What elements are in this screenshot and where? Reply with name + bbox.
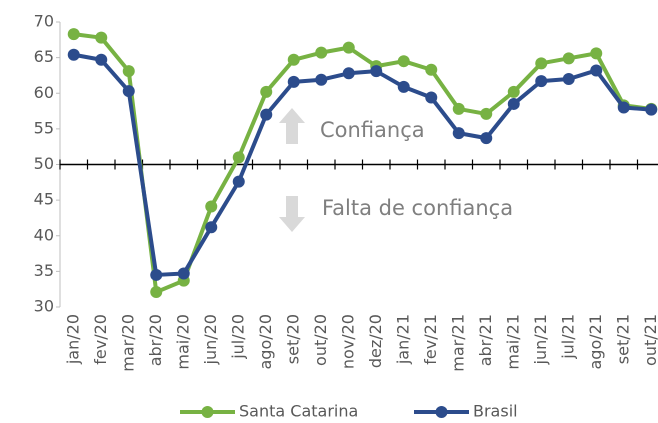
data-point [67, 48, 80, 61]
data-point [122, 85, 135, 98]
legend-marker [201, 406, 214, 418]
x-tick-label: jun/20 [201, 314, 220, 365]
data-point [232, 151, 245, 164]
y-tick-label: 55 [34, 118, 54, 137]
legend-label: Santa Catarina [239, 402, 358, 421]
x-tick-label: ago/21 [586, 314, 605, 370]
x-tick-label: abr/21 [476, 314, 495, 366]
data-point [507, 97, 520, 110]
data-point [315, 46, 328, 59]
x-tick-label: set/20 [283, 314, 302, 364]
x-tick-label: nov/20 [338, 314, 357, 369]
series-line [73, 52, 652, 277]
x-tick-label: out/20 [311, 314, 330, 366]
y-tick-label: 70 [34, 12, 54, 31]
x-tick-label: jul/21 [558, 314, 577, 360]
data-point [232, 175, 245, 188]
down-arrow [279, 196, 305, 232]
y-tick-label: 45 [34, 190, 54, 209]
x-tick-label: jan/21 [393, 314, 412, 365]
x-tick-label: fev/21 [421, 314, 440, 365]
y-tick-label: 65 [34, 47, 54, 66]
data-point [452, 127, 465, 140]
y-tick-label: 35 [34, 261, 54, 280]
data-point [535, 57, 548, 70]
data-point [590, 64, 603, 77]
x-tick-label: dez/20 [366, 314, 385, 368]
data-point [562, 52, 575, 65]
data-point [425, 91, 438, 104]
y-tick-label: 30 [34, 297, 54, 316]
data-point [205, 200, 218, 213]
x-tick-label: out/21 [641, 314, 658, 366]
data-point [67, 28, 80, 41]
data-point [342, 67, 355, 80]
data-point [425, 63, 438, 76]
data-point [205, 221, 218, 234]
data-point [480, 132, 493, 145]
x-tick-label: mai/21 [503, 314, 522, 370]
annotation: Confiança [320, 118, 425, 142]
x-tick-label: ago/20 [256, 314, 275, 370]
x-tick-label: mar/20 [118, 314, 137, 372]
data-point [535, 75, 548, 88]
data-point [342, 41, 355, 54]
data-point [177, 267, 190, 280]
x-tick-label: jun/21 [531, 314, 550, 365]
legend-marker [435, 406, 448, 418]
up-arrow [279, 108, 305, 144]
data-point [260, 85, 273, 98]
x-tick-label: mar/21 [448, 314, 467, 372]
data-point [315, 73, 328, 86]
legend-label: Brasil [473, 402, 518, 421]
data-point [645, 103, 658, 116]
data-point [287, 75, 300, 88]
data-point [95, 31, 108, 44]
annotation: Falta de confiança [322, 196, 513, 220]
x-tick-label: set/21 [613, 314, 632, 364]
data-point [95, 53, 108, 66]
data-point [590, 47, 603, 60]
data-point [150, 286, 163, 299]
x-tick-label: abr/20 [146, 314, 165, 366]
series-line [73, 32, 652, 295]
data-point [617, 101, 630, 114]
y-tick-label: 60 [34, 83, 54, 102]
data-point [507, 85, 520, 98]
data-point [122, 65, 135, 78]
data-point [370, 65, 383, 78]
data-point [260, 108, 273, 121]
data-point [150, 268, 163, 281]
data-point [397, 80, 410, 93]
x-tick-label: fev/20 [91, 314, 110, 365]
y-tick-label: 50 [34, 154, 54, 173]
data-point [480, 107, 493, 120]
data-point [287, 53, 300, 66]
x-tick-label: jul/20 [228, 314, 247, 360]
x-tick-label: jan/20 [63, 314, 82, 365]
y-tick-label: 40 [34, 225, 54, 244]
data-point [397, 55, 410, 68]
data-point [562, 73, 575, 85]
x-tick-label: mai/20 [173, 314, 192, 370]
data-point [452, 102, 465, 115]
